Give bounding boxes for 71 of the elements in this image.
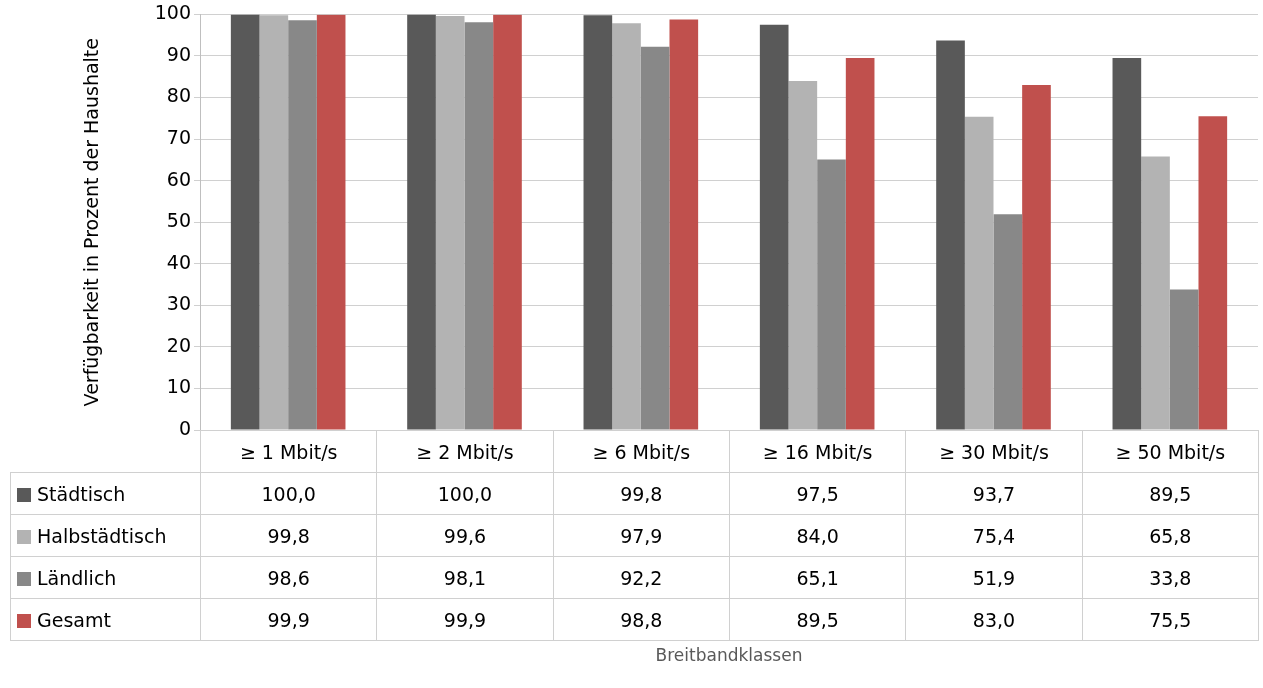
y-tick-label: 70 bbox=[166, 126, 191, 149]
bar bbox=[964, 116, 994, 430]
bar bbox=[936, 40, 965, 430]
legend-label: Städtisch bbox=[10, 472, 201, 515]
legend-label: Halbstädtisch bbox=[10, 514, 201, 557]
data-label: 98,6 bbox=[200, 556, 377, 599]
bar bbox=[1022, 85, 1051, 430]
data-label: 99,8 bbox=[553, 472, 730, 515]
x-tick-label: ≥ 6 Mbit/s bbox=[553, 430, 730, 473]
data-label: 65,8 bbox=[1082, 514, 1259, 557]
bar bbox=[612, 23, 641, 430]
data-label: 65,1 bbox=[729, 556, 906, 599]
bar bbox=[993, 214, 1023, 430]
bar bbox=[640, 46, 670, 430]
x-tick-label: ≥ 16 Mbit/s bbox=[729, 430, 906, 473]
bar bbox=[230, 14, 260, 430]
x-tick-label: ≥ 30 Mbit/s bbox=[905, 430, 1083, 473]
data-label: 84,0 bbox=[729, 514, 906, 557]
bar bbox=[316, 14, 346, 430]
data-label: 89,5 bbox=[729, 598, 906, 641]
bar bbox=[435, 16, 465, 430]
y-tick-label: 0 bbox=[178, 416, 191, 439]
data-label: 100,0 bbox=[200, 472, 377, 515]
bar bbox=[1169, 289, 1199, 430]
y-tick-label: 30 bbox=[166, 292, 191, 315]
bar bbox=[288, 20, 317, 430]
bar bbox=[1198, 116, 1228, 430]
data-label: 92,2 bbox=[553, 556, 730, 599]
bar bbox=[407, 14, 436, 430]
data-label: 75,4 bbox=[905, 514, 1083, 557]
data-label: 99,9 bbox=[200, 598, 377, 641]
data-label: 93,7 bbox=[905, 472, 1083, 515]
data-label: 99,8 bbox=[200, 514, 377, 557]
data-label: 97,9 bbox=[553, 514, 730, 557]
data-label: 99,9 bbox=[376, 598, 554, 641]
bar bbox=[493, 14, 522, 430]
bar bbox=[817, 159, 846, 430]
data-label: 98,1 bbox=[376, 556, 554, 599]
data-label: 97,5 bbox=[729, 472, 906, 515]
legend-label: Ländlich bbox=[10, 556, 201, 599]
y-tick-label: 80 bbox=[166, 84, 191, 107]
data-label: 89,5 bbox=[1082, 472, 1259, 515]
bar bbox=[759, 24, 789, 430]
data-label: 51,9 bbox=[905, 556, 1083, 599]
bar bbox=[669, 19, 699, 430]
y-tick-label: 10 bbox=[166, 375, 191, 398]
legend-label: Gesamt bbox=[10, 598, 201, 641]
bar bbox=[259, 15, 289, 430]
data-label: 99,6 bbox=[376, 514, 554, 557]
data-label: 75,5 bbox=[1082, 598, 1259, 641]
y-tick-label: 20 bbox=[166, 333, 191, 356]
x-tick-label: ≥ 1 Mbit/s bbox=[200, 430, 377, 473]
x-tick-label: ≥ 50 Mbit/s bbox=[1082, 430, 1259, 473]
data-label: 33,8 bbox=[1082, 556, 1259, 599]
text: Breitbandklassen bbox=[654, 645, 804, 665]
y-tick-label: 40 bbox=[166, 250, 191, 273]
bar bbox=[845, 58, 875, 430]
y-tick-label: 100 bbox=[154, 1, 191, 24]
bar bbox=[788, 80, 818, 430]
data-label: 83,0 bbox=[905, 598, 1083, 641]
bar bbox=[1141, 156, 1170, 430]
y-tick-label: 90 bbox=[166, 42, 191, 65]
y-axis-title: Verfügbarkeit in Prozent der Haushalte bbox=[80, 38, 103, 407]
bar bbox=[464, 22, 494, 430]
bar bbox=[1112, 58, 1142, 430]
data-label: 100,0 bbox=[376, 472, 554, 515]
x-tick-label: ≥ 2 Mbit/s bbox=[376, 430, 554, 473]
y-tick-label: 50 bbox=[166, 209, 191, 232]
data-label: 98,8 bbox=[553, 598, 730, 641]
bar bbox=[583, 15, 613, 430]
y-tick-label: 60 bbox=[166, 167, 191, 190]
